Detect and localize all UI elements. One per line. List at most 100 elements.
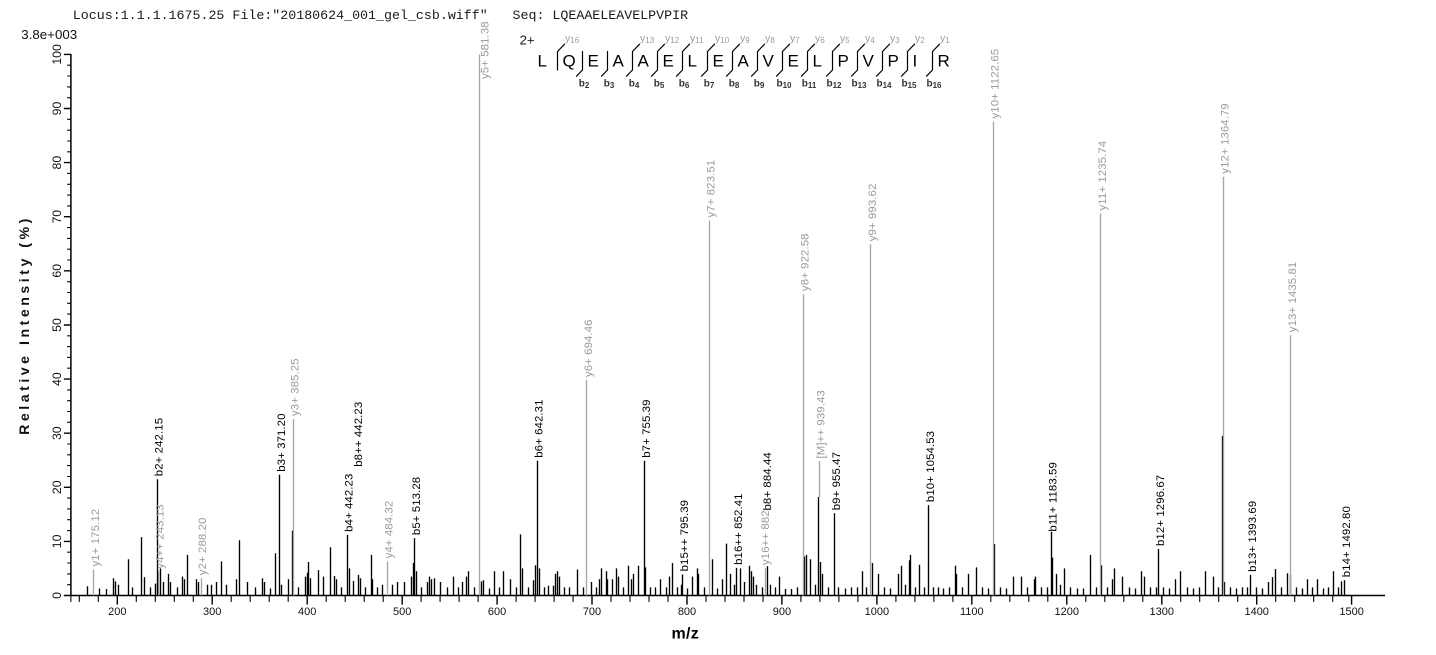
svg-text:600: 600 [488, 606, 506, 618]
svg-text:y16++ 882: y16++ 882 [760, 510, 772, 565]
svg-text:70: 70 [50, 210, 64, 224]
svg-text:800: 800 [678, 606, 696, 618]
svg-text:y7: y7 [790, 33, 800, 46]
svg-text:y9: y9 [740, 33, 750, 46]
svg-text:A: A [738, 52, 750, 71]
svg-text:b9: b9 [754, 79, 765, 91]
svg-text:b16: b16 [926, 79, 942, 91]
svg-text:y4++ 243.13: y4++ 243.13 [155, 504, 167, 568]
svg-text:Relative Intensity (%): Relative Intensity (%) [17, 215, 33, 435]
svg-text:80: 80 [50, 156, 64, 170]
svg-text:V: V [763, 52, 775, 71]
svg-text:A: A [638, 52, 650, 71]
svg-text:10: 10 [50, 534, 64, 548]
svg-text:b13+ 1393.69: b13+ 1393.69 [1247, 501, 1259, 572]
svg-text:b5: b5 [654, 79, 665, 91]
svg-text:y2+ 288.20: y2+ 288.20 [197, 518, 209, 576]
svg-text:b6+ 642.31: b6+ 642.31 [534, 399, 546, 457]
svg-text:2+: 2+ [520, 32, 535, 47]
svg-text:b2+ 242.15: b2+ 242.15 [154, 418, 166, 476]
svg-text:b7+ 755.39: b7+ 755.39 [641, 399, 653, 457]
svg-text:b5+ 513.28: b5+ 513.28 [411, 477, 423, 535]
svg-text:1000: 1000 [865, 606, 889, 618]
svg-text:R: R [938, 52, 950, 71]
svg-text:300: 300 [203, 606, 221, 618]
svg-text:40: 40 [50, 372, 64, 386]
svg-text:m/z: m/z [672, 625, 700, 642]
svg-text:y12: y12 [665, 33, 680, 46]
svg-text:1200: 1200 [1055, 606, 1079, 618]
svg-text:b3: b3 [604, 79, 615, 91]
svg-text:y10+ 1122.65: y10+ 1122.65 [990, 49, 1002, 119]
svg-text:E: E [663, 52, 674, 71]
svg-text:E: E [588, 52, 599, 71]
svg-text:b10+ 1054.53: b10+ 1054.53 [925, 431, 937, 502]
svg-text:y5: y5 [840, 33, 850, 46]
svg-text:30: 30 [50, 426, 64, 440]
svg-text:b8: b8 [729, 79, 740, 91]
svg-text:60: 60 [50, 264, 64, 278]
svg-text:y4+ 484.32: y4+ 484.32 [384, 501, 396, 559]
svg-text:y11+ 1235.74: y11+ 1235.74 [1097, 141, 1109, 211]
svg-text:y6: y6 [815, 33, 825, 46]
svg-text:3.8e+003: 3.8e+003 [21, 27, 77, 42]
svg-text:P: P [888, 52, 899, 71]
svg-text:b15: b15 [901, 79, 917, 91]
svg-text:b2: b2 [579, 79, 590, 91]
svg-text:b4+ 442.23: b4+ 442.23 [344, 474, 356, 532]
svg-text:Q: Q [563, 52, 576, 71]
svg-text:b8++ 442.23: b8++ 442.23 [353, 402, 365, 467]
svg-text:b12+ 1296.67: b12+ 1296.67 [1155, 475, 1167, 546]
svg-text:100: 100 [50, 44, 64, 65]
svg-text:20: 20 [50, 480, 64, 494]
svg-text:b13: b13 [851, 79, 867, 91]
svg-text:y3+ 385.25: y3+ 385.25 [289, 358, 301, 416]
svg-text:y4: y4 [865, 33, 875, 46]
svg-text:y13: y13 [640, 33, 655, 46]
svg-text:b12: b12 [826, 79, 842, 91]
svg-text:y16: y16 [565, 33, 580, 46]
svg-text:1100: 1100 [960, 606, 984, 618]
svg-text:b3+ 371.20: b3+ 371.20 [276, 413, 288, 471]
svg-text:Locus:1.1.1.1675.25 File:"2018: Locus:1.1.1.1675.25 File:"20180624_001_g… [73, 8, 488, 23]
svg-text:y8+ 922.58: y8+ 922.58 [800, 233, 812, 291]
svg-text:y1+ 175.12: y1+ 175.12 [90, 509, 102, 567]
svg-text:A: A [613, 52, 625, 71]
svg-text:y1: y1 [940, 33, 950, 46]
svg-text:P: P [838, 52, 849, 71]
svg-text:E: E [713, 52, 724, 71]
svg-text:b14+ 1492.80: b14+ 1492.80 [1341, 506, 1353, 577]
svg-text:1500: 1500 [1339, 606, 1363, 618]
svg-text:L: L [688, 52, 697, 71]
svg-text:E: E [788, 52, 799, 71]
svg-text:L: L [538, 52, 547, 71]
svg-text:y10: y10 [715, 33, 730, 46]
svg-text:900: 900 [773, 606, 791, 618]
svg-text:b9+ 955.47: b9+ 955.47 [831, 452, 843, 510]
svg-text:0: 0 [50, 592, 64, 599]
svg-text:1400: 1400 [1244, 606, 1268, 618]
svg-text:b11+ 1183.59: b11+ 1183.59 [1047, 462, 1059, 532]
svg-text:y11: y11 [690, 33, 704, 46]
svg-text:V: V [863, 52, 875, 71]
svg-text:1300: 1300 [1150, 606, 1174, 618]
svg-text:400: 400 [298, 606, 316, 618]
svg-text:b7: b7 [704, 79, 715, 91]
svg-text:y6+ 694.46: y6+ 694.46 [583, 319, 595, 377]
svg-text:y8: y8 [765, 33, 775, 46]
svg-text:y7+ 823.51: y7+ 823.51 [706, 160, 718, 218]
svg-text:b6: b6 [679, 79, 690, 91]
svg-text:y9+ 993.62: y9+ 993.62 [867, 184, 879, 242]
svg-text:y5+ 581.38: y5+ 581.38 [480, 21, 492, 79]
svg-text:b11: b11 [802, 79, 817, 91]
svg-text:700: 700 [583, 606, 601, 618]
svg-text:b14: b14 [876, 79, 892, 91]
svg-text:b4: b4 [629, 79, 640, 91]
svg-text:b15++ 795.39: b15++ 795.39 [679, 500, 691, 572]
svg-text:500: 500 [393, 606, 411, 618]
svg-text:50: 50 [50, 318, 64, 332]
svg-text:y2: y2 [915, 33, 925, 46]
svg-text:b10: b10 [776, 79, 792, 91]
svg-text:I: I [913, 52, 918, 71]
svg-text:Seq: LQEAAELEAVELPVPIR: Seq: LQEAAELEAVELPVPIR [513, 8, 689, 23]
